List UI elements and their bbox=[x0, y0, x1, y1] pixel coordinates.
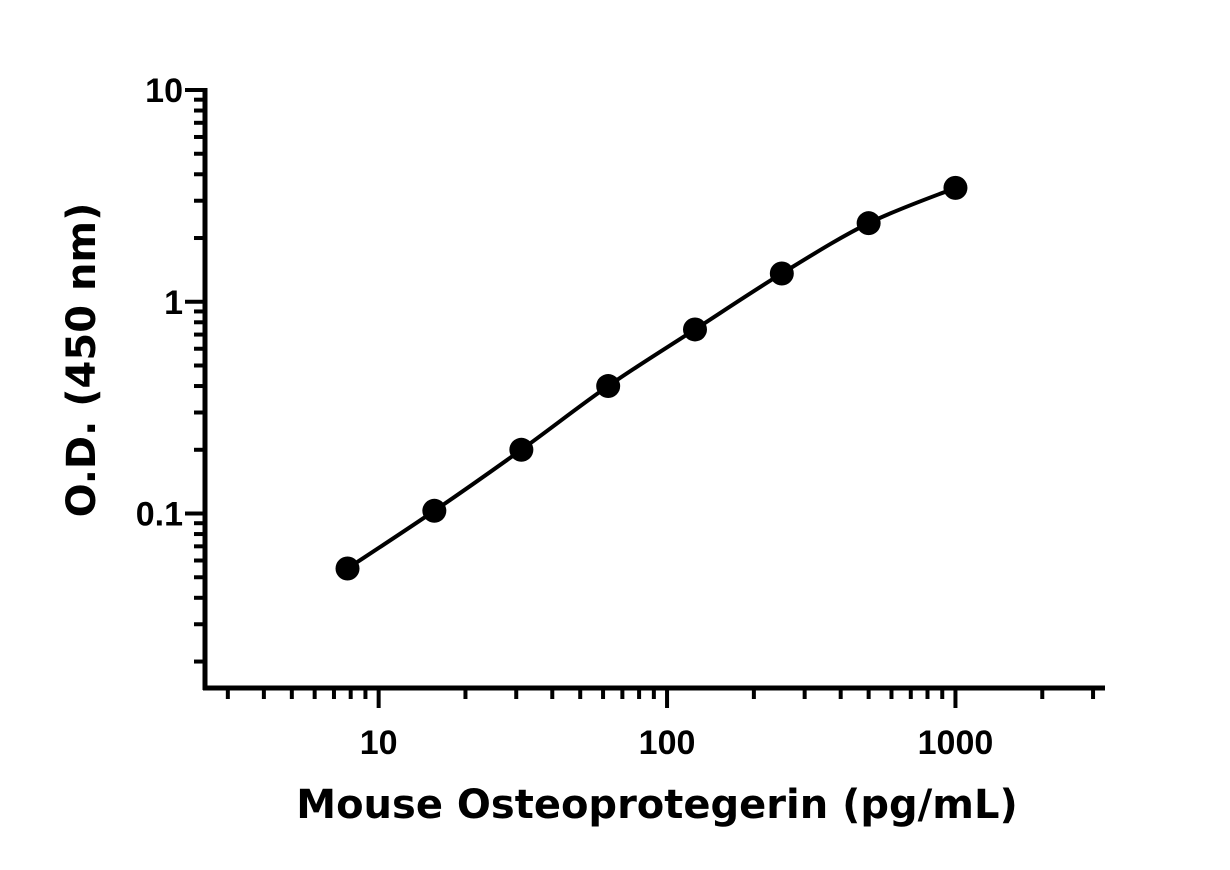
data-point bbox=[682, 317, 707, 342]
data-point bbox=[943, 175, 968, 200]
plot-area bbox=[335, 175, 968, 581]
y-axis-title: O.D. (450 nm) bbox=[59, 203, 105, 518]
y-tick-label: 0.1 bbox=[136, 496, 183, 534]
y-tick-label: 10 bbox=[145, 72, 183, 110]
axes: 0.1 1 10 10 100 1000 bbox=[136, 72, 1105, 762]
data-point bbox=[509, 437, 534, 462]
data-point bbox=[422, 498, 447, 523]
data-point bbox=[596, 374, 621, 399]
x-tick-label: 10 bbox=[360, 724, 398, 762]
x-tick-label: 100 bbox=[639, 724, 696, 762]
x-axis-title: Mouse Osteoprotegerin (pg/mL) bbox=[296, 782, 1017, 828]
y-tick-label: 1 bbox=[164, 284, 183, 322]
data-point bbox=[335, 556, 360, 581]
data-point bbox=[769, 261, 794, 286]
data-point bbox=[856, 211, 881, 236]
x-tick-label: 1000 bbox=[918, 724, 994, 762]
